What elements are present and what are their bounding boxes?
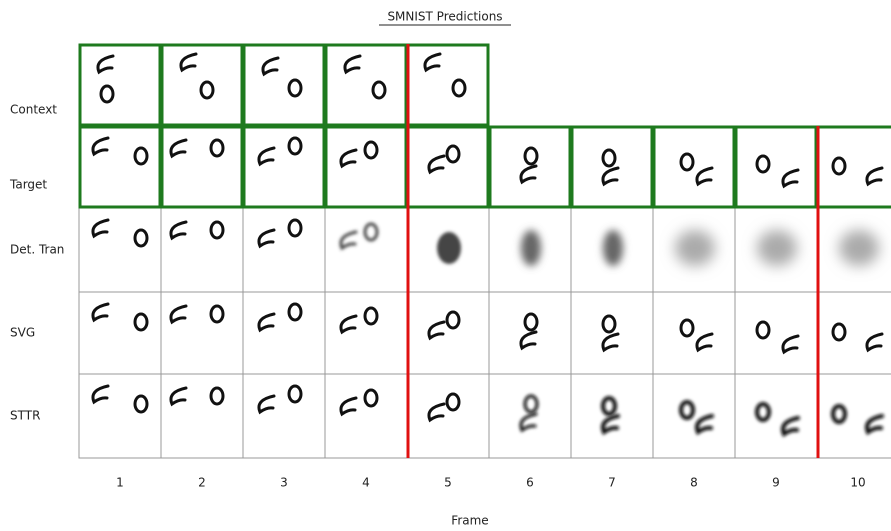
target-cell: [408, 127, 488, 207]
digit-stroke: [429, 156, 444, 172]
target-cell: [654, 127, 734, 207]
context-cell: [326, 45, 406, 125]
blurred-prediction: [839, 230, 879, 266]
digit-stroke: [289, 80, 301, 96]
image-cell: [407, 292, 489, 374]
context-cell: [244, 45, 324, 125]
column-label: 5: [444, 476, 452, 490]
digit-stroke: [135, 148, 147, 164]
context-cell: [80, 45, 160, 125]
row-label: STTR: [10, 409, 40, 423]
target-cell: [736, 127, 816, 207]
image-cell: [243, 374, 325, 458]
column-label: 3: [280, 476, 288, 490]
digit-stroke: [525, 148, 537, 164]
column-label: 10: [850, 476, 865, 490]
digit-stroke: [259, 148, 274, 164]
figure: SMNIST Predictions Frame Context Target De…: [0, 0, 891, 531]
digit-stroke: [447, 146, 459, 162]
target-cell: [80, 127, 160, 207]
digit-stroke: [341, 150, 356, 166]
image-cell: [653, 374, 735, 458]
image-cell: [325, 208, 407, 292]
row-label: SVG: [10, 326, 35, 340]
digit-stroke: [171, 140, 186, 156]
digit-stroke: [603, 150, 615, 166]
x-axis-label: Frame: [451, 514, 488, 528]
image-cell: [571, 292, 653, 374]
target-cell: [572, 127, 652, 207]
digit-stroke: [757, 156, 769, 172]
row-label: Det. Tran: [10, 243, 64, 257]
image-cell: [735, 374, 817, 458]
digit-stroke: [373, 82, 385, 98]
target-cell: [326, 127, 406, 207]
digit-stroke: [603, 168, 618, 184]
column-label: 1: [116, 476, 124, 490]
target-cell: [244, 127, 324, 207]
column-label: 9: [772, 476, 780, 490]
digit-stroke: [783, 170, 798, 186]
image-cell: [79, 374, 161, 458]
digit-stroke: [697, 168, 712, 184]
digit-stroke: [263, 58, 278, 74]
digit-stroke: [345, 56, 360, 72]
digit-stroke: [365, 142, 377, 158]
digit-stroke: [833, 158, 845, 174]
blurred-prediction: [757, 230, 797, 266]
digit-stroke: [681, 154, 693, 170]
column-label: 8: [690, 476, 698, 490]
image-cell: [407, 374, 489, 458]
image-cell: [325, 374, 407, 458]
digit-stroke: [93, 138, 108, 154]
digit-stroke: [867, 168, 882, 184]
digit-stroke: [425, 54, 440, 70]
column-label: 6: [526, 476, 534, 490]
context-cell: [408, 45, 488, 125]
blurred-prediction: [437, 232, 461, 264]
row-label: Context: [10, 103, 57, 117]
figure-title: SMNIST Predictions: [387, 10, 502, 24]
target-cell: [162, 127, 242, 207]
image-cell: [653, 292, 735, 374]
image-cell: [325, 292, 407, 374]
image-cell: [161, 374, 243, 458]
digit-stroke: [181, 54, 196, 70]
digit-stroke: [453, 80, 465, 96]
digit-stroke: [211, 140, 223, 156]
image-cell: [735, 292, 817, 374]
image-cell: [79, 292, 161, 374]
column-label: 4: [362, 476, 370, 490]
image-cell: [161, 208, 243, 292]
blurred-prediction: [675, 230, 715, 266]
image-cell: [243, 292, 325, 374]
column-label: 7: [608, 476, 616, 490]
image-cell: [243, 208, 325, 292]
digit-stroke: [521, 166, 536, 182]
page: SMNIST Predictions Frame Context Target De…: [0, 0, 891, 531]
blurred-prediction: [521, 230, 541, 266]
digit-stroke: [98, 56, 113, 72]
digit-stroke: [101, 86, 113, 102]
column-label: 2: [198, 476, 206, 490]
digit-stroke: [289, 138, 301, 154]
row-label: Target: [9, 178, 47, 192]
image-cell: [79, 208, 161, 292]
digit-stroke: [201, 82, 213, 98]
blurred-prediction: [603, 230, 623, 266]
image-cell: [161, 292, 243, 374]
